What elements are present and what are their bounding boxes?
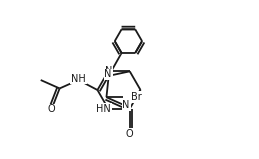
Text: N: N [105,66,112,76]
Text: N: N [123,100,130,110]
Text: N: N [104,69,112,79]
Text: Br: Br [131,92,141,102]
Text: HN: HN [96,104,111,114]
Text: O: O [47,104,55,114]
Text: O: O [126,129,134,139]
Text: NH: NH [71,74,86,84]
